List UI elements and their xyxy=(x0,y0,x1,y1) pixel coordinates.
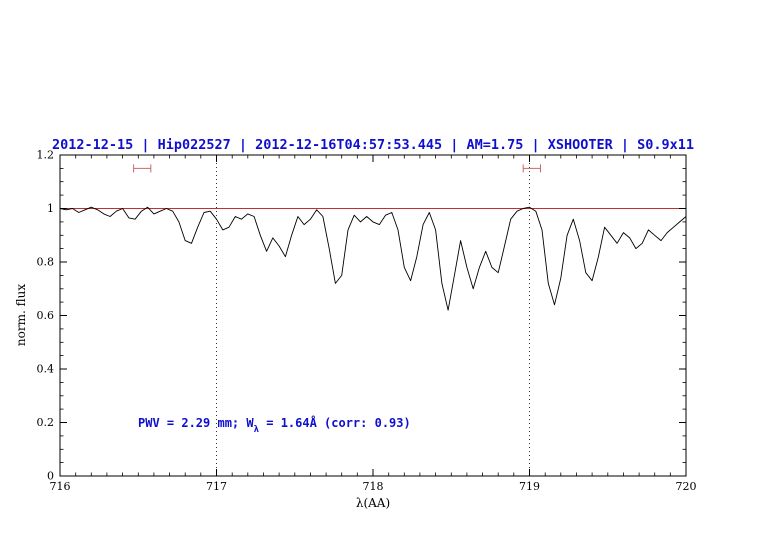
x-tick-label: 716 xyxy=(50,480,71,493)
x-tick-label: 719 xyxy=(519,480,540,493)
y-tick-label: 1.2 xyxy=(37,149,55,162)
x-axis-label: λ(AA) xyxy=(356,496,390,510)
y-tick-label: 1 xyxy=(47,202,54,215)
pwv-annotation-sub: λ xyxy=(254,425,260,435)
x-tick-label: 717 xyxy=(206,480,227,493)
plot-canvas: 716 717 718 719 720 0 0.2 0.4 0.6 0.8 1 1.2 xyxy=(37,149,697,494)
y-tick-label: 0.2 xyxy=(37,416,55,429)
x-tick-label: 720 xyxy=(676,480,697,493)
y-tick-label: 0.8 xyxy=(37,256,55,269)
plot-title: 2012-12-15 | Hip022527 | 2012-12-16T04:5… xyxy=(52,137,694,153)
pwv-annotation-prefix: PWV = 2.29 mm; W xyxy=(138,416,254,430)
pwv-annotation: PWV = 2.29 mm; Wλ = 1.64Å (corr: 0.93) xyxy=(138,415,411,435)
y-axis-label: norm. flux xyxy=(14,284,28,346)
spectrum-trace xyxy=(59,206,687,311)
y-tick-label: 0 xyxy=(47,470,54,483)
x-tick-label: 718 xyxy=(363,480,384,493)
y-tick-label: 0.4 xyxy=(37,363,55,376)
y-tick-label: 0.6 xyxy=(37,309,55,322)
pwv-annotation-suffix: = 1.64Å (corr: 0.93) xyxy=(259,415,411,430)
